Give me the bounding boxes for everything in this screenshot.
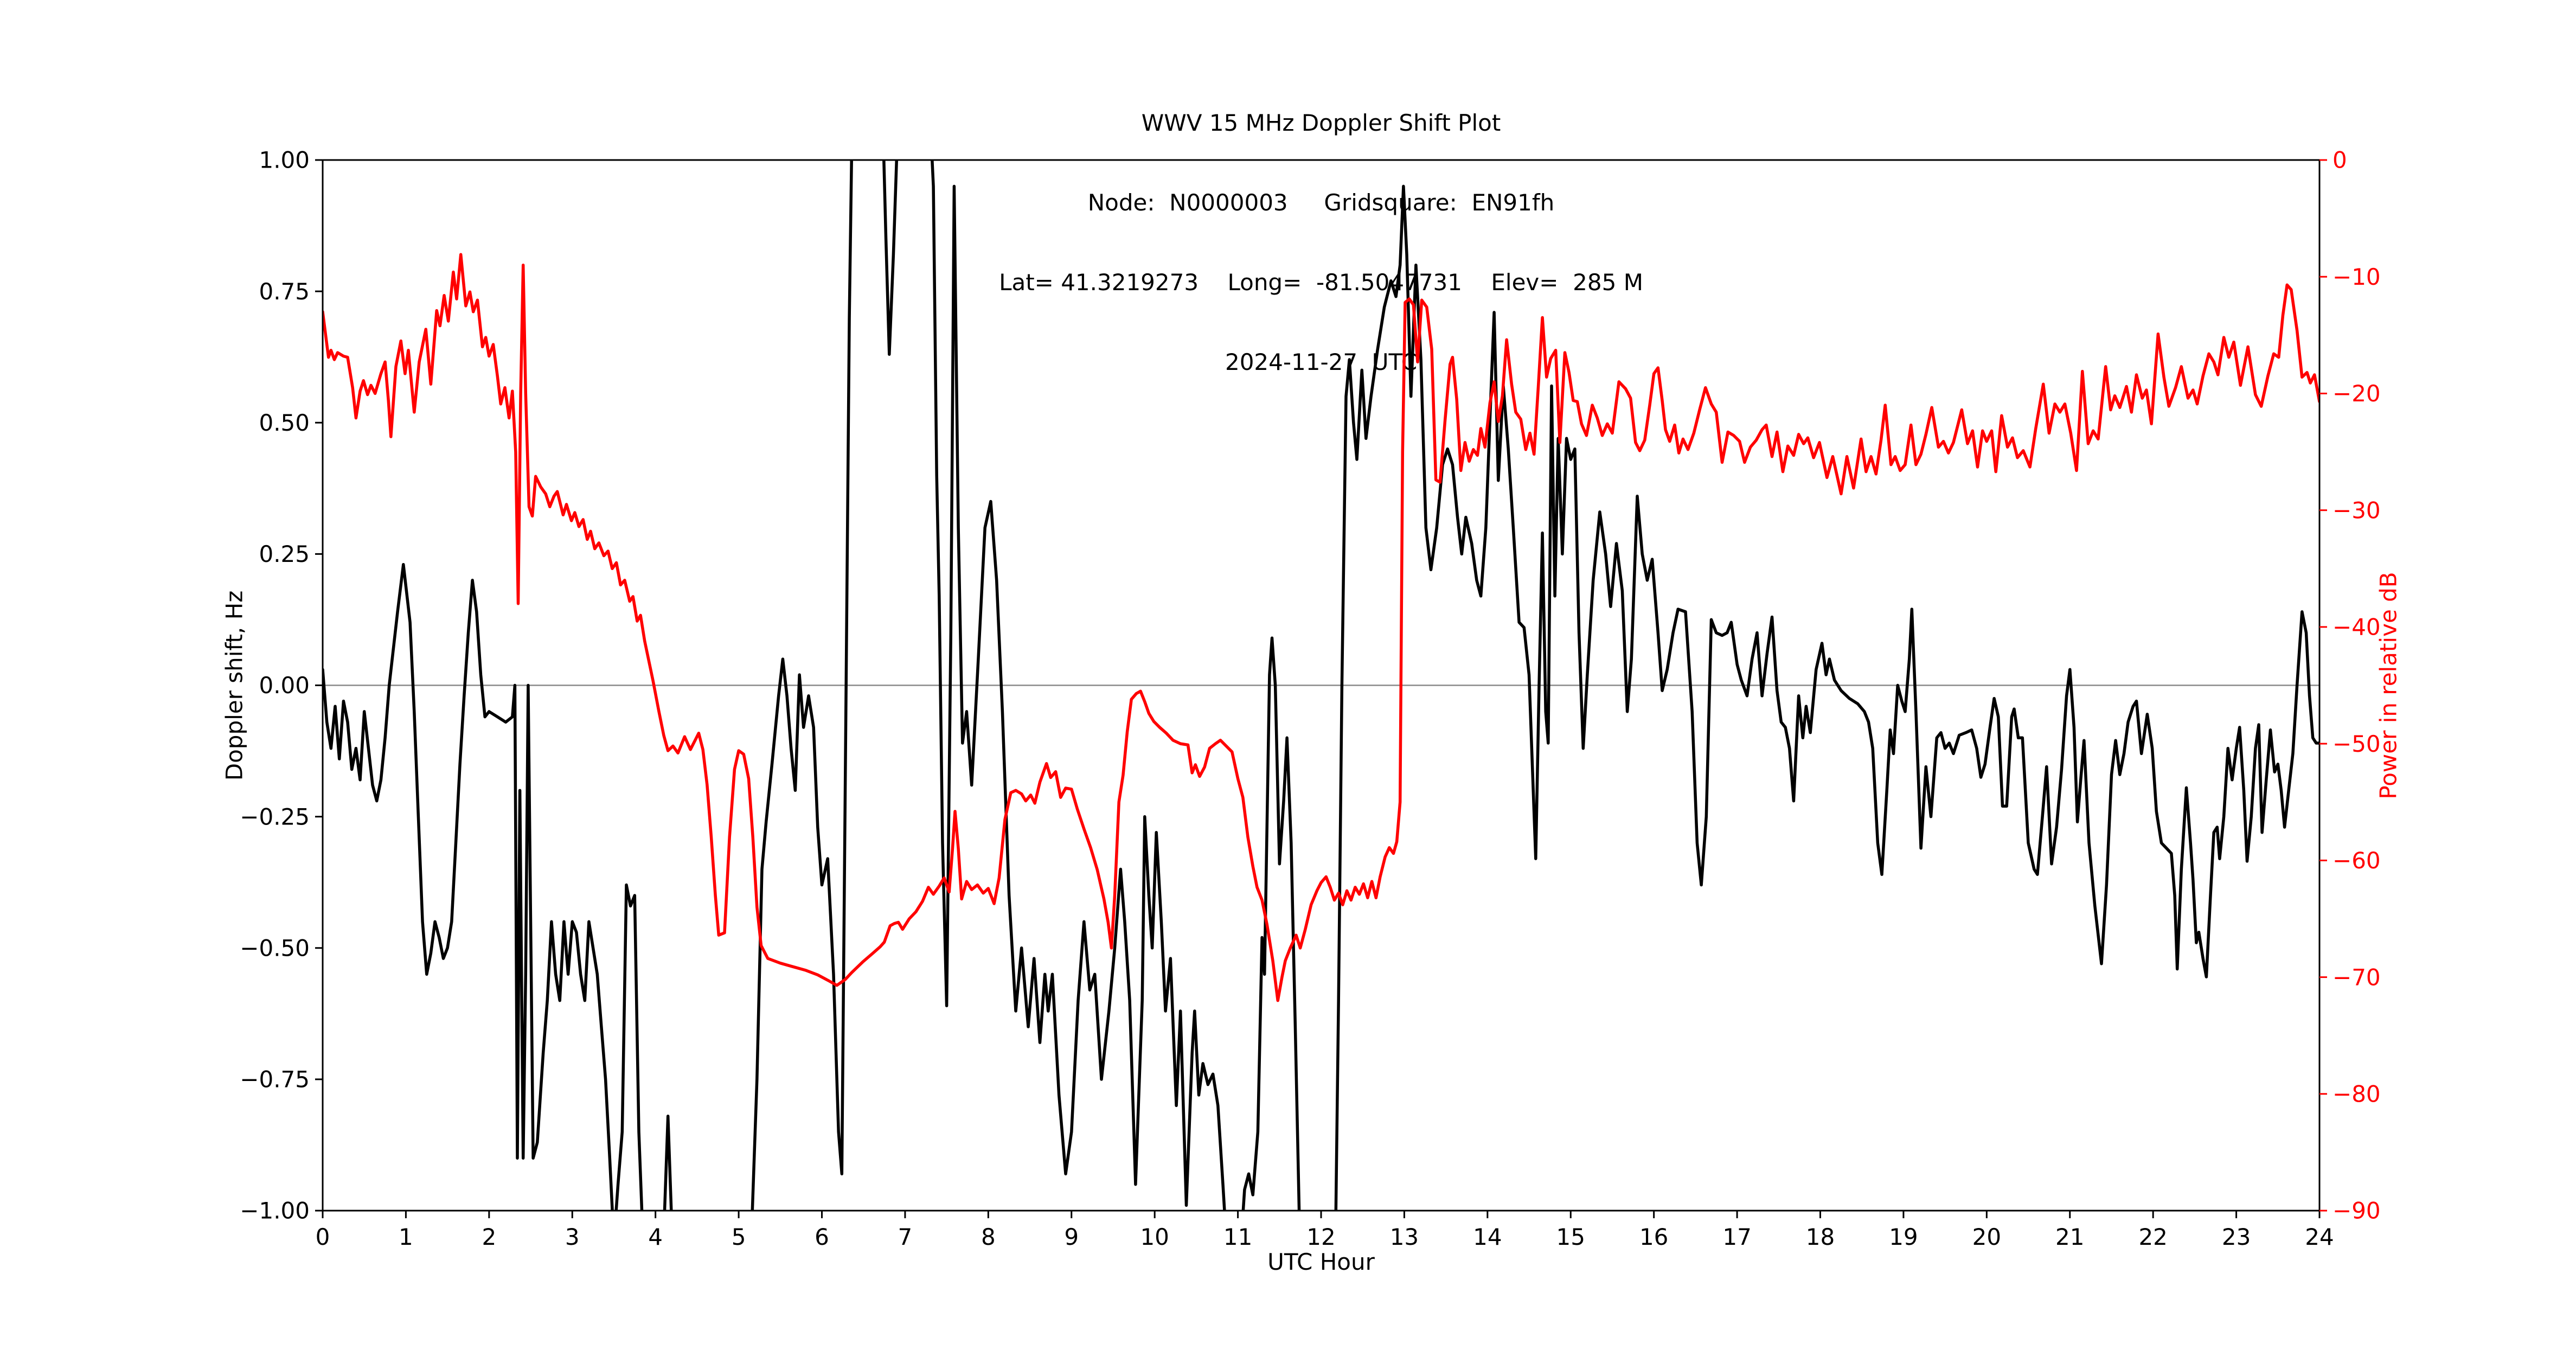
left-tick-label: 0.50 <box>259 410 310 436</box>
x-tick-label: 8 <box>981 1224 996 1250</box>
left-tick-label: −1.00 <box>240 1198 310 1224</box>
x-tick-label: 4 <box>648 1224 663 1250</box>
right-tick-label: −60 <box>2333 847 2381 874</box>
right-tick-label: −20 <box>2333 380 2381 407</box>
x-tick-label: 3 <box>565 1224 580 1250</box>
x-tick-label: 24 <box>2305 1224 2334 1250</box>
right-tick-label: −50 <box>2333 731 2381 757</box>
x-tick-label: 18 <box>1806 1224 1835 1250</box>
x-tick-label: 19 <box>1889 1224 1918 1250</box>
x-tick-label: 6 <box>815 1224 829 1250</box>
doppler-series-line <box>323 160 2319 1211</box>
x-tick-label: 14 <box>1473 1224 1502 1250</box>
chart-title: WWV 15 MHz Doppler Shift Plot <box>1141 110 1501 136</box>
x-tick-label: 7 <box>898 1224 913 1250</box>
left-tick-label: 0.00 <box>259 672 310 699</box>
x-tick-label: 22 <box>2138 1224 2167 1250</box>
x-tick-label: 11 <box>1223 1224 1252 1250</box>
x-tick-label: 0 <box>316 1224 330 1250</box>
x-tick-label: 5 <box>732 1224 746 1250</box>
left-tick-label: −0.25 <box>240 803 310 830</box>
left-tick-label: −0.50 <box>240 935 310 961</box>
x-tick-label: 12 <box>1306 1224 1335 1250</box>
x-tick-label: 13 <box>1390 1224 1419 1250</box>
right-tick-label: −10 <box>2333 264 2381 290</box>
right-tick-label: −90 <box>2333 1198 2381 1224</box>
x-axis-title: UTC Hour <box>1267 1249 1375 1275</box>
left-tick-label: 1.00 <box>259 147 310 174</box>
left-tick-label: −0.75 <box>240 1066 310 1093</box>
x-tick-label: 1 <box>399 1224 413 1250</box>
x-tick-label: 16 <box>1639 1224 1668 1250</box>
right-tick-label: −70 <box>2333 964 2381 990</box>
x-tick-label: 9 <box>1064 1224 1079 1250</box>
chart-subtitle-node: Node: N0000003 Gridsquare: EN91fh <box>1087 189 1555 216</box>
right-tick-label: −30 <box>2333 497 2381 523</box>
x-tick-label: 17 <box>1722 1224 1751 1250</box>
left-tick-label: 0.75 <box>259 278 310 305</box>
right-tick-label: −80 <box>2333 1080 2381 1107</box>
x-tick-label: 2 <box>482 1224 496 1250</box>
right-tick-label: −40 <box>2333 614 2381 641</box>
power-series-line <box>323 253 2319 1002</box>
x-tick-label: 15 <box>1556 1224 1585 1250</box>
x-tick-label: 20 <box>1972 1224 2001 1250</box>
x-tick-label: 23 <box>2222 1224 2251 1250</box>
left-tick-label: 0.25 <box>259 541 310 567</box>
x-tick-label: 10 <box>1140 1224 1169 1250</box>
x-tick-label: 21 <box>2055 1224 2084 1250</box>
right-tick-label: 0 <box>2333 147 2347 174</box>
